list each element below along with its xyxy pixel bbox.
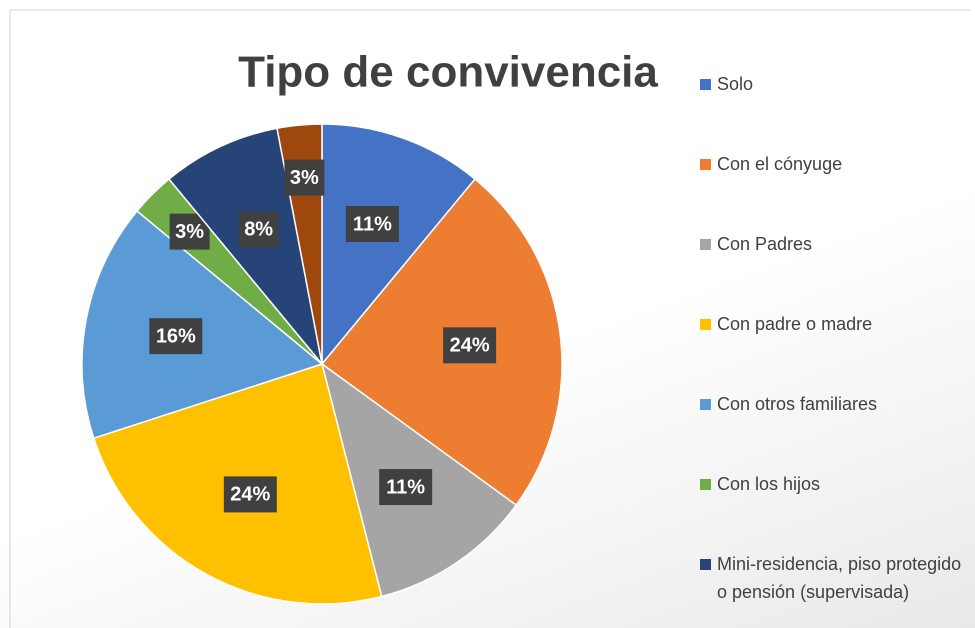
legend-entry: Con otros familiares	[700, 390, 967, 418]
legend-label: Con el cónyuge	[717, 154, 843, 174]
legend-swatch	[700, 559, 711, 570]
label-box	[223, 476, 277, 513]
label-box	[379, 469, 433, 506]
legend-label: Con Padres	[717, 234, 813, 254]
data-label: 24%	[450, 335, 490, 357]
data-label: 3%	[290, 167, 319, 189]
data-label: 8%	[244, 219, 273, 241]
legend-swatch	[700, 159, 711, 170]
legend-swatch	[700, 79, 711, 90]
label-box	[443, 327, 497, 364]
label-box	[149, 318, 203, 355]
label-box	[345, 205, 399, 242]
legend-label: Con padre o madre	[717, 314, 873, 334]
legend-entry: Con el cónyuge	[700, 150, 967, 178]
label-box	[238, 211, 279, 248]
legend-entry: Con Padres	[700, 230, 967, 258]
label-box	[284, 159, 325, 196]
pie-slice	[320, 178, 563, 507]
legend-label: Con los hijos	[717, 474, 821, 494]
data-label: 24%	[230, 484, 270, 506]
data-label: 11%	[353, 213, 392, 235]
data-label: 16%	[156, 325, 196, 347]
pie-slice	[321, 123, 477, 367]
legend-label: Mini-residencia, piso protegido o pensió…	[717, 554, 962, 602]
legend-entry: Solo	[700, 70, 967, 98]
legend-entry: Con padre o madre	[700, 310, 967, 338]
data-label: 11%	[386, 476, 425, 498]
data-label: 3%	[175, 221, 204, 243]
legend-swatch	[700, 479, 711, 490]
legend-entry: Mini-residencia, piso protegido o pensió…	[700, 550, 967, 606]
legend-swatch	[700, 399, 711, 410]
chart-title: Tipo de convivencia	[238, 48, 658, 97]
legend-label: Solo	[717, 74, 754, 94]
legend-swatch	[700, 239, 711, 250]
legend-entry: Con los hijos	[700, 470, 967, 498]
legend-swatch	[700, 319, 711, 330]
legend-label: Con otros familiares	[717, 394, 878, 414]
